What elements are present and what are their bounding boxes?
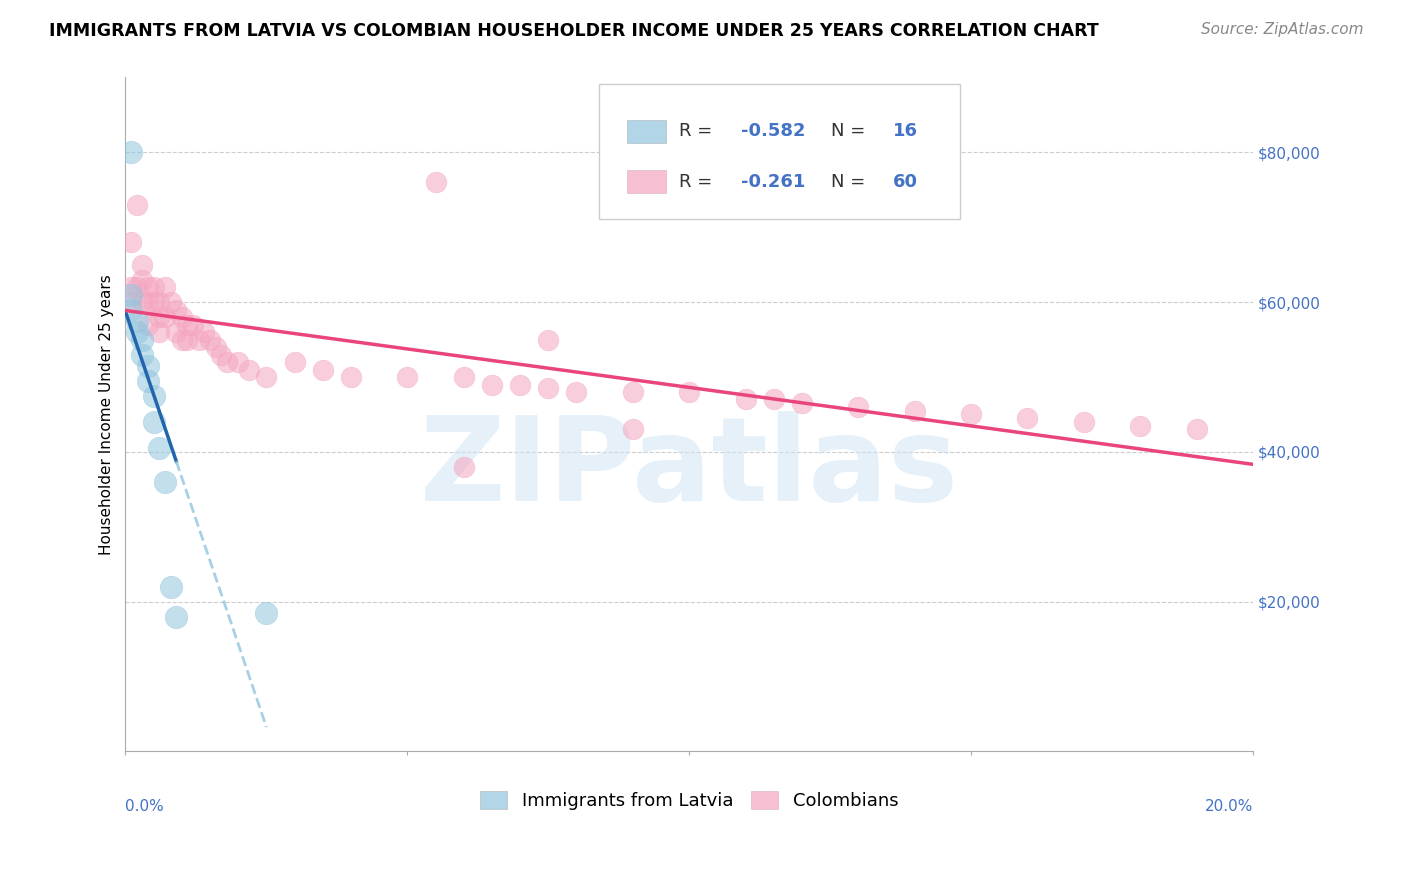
Point [142,415,165,429]
Point [904,403,927,417]
Point [165,609,187,624]
Point [1129,418,1152,433]
Point [284,355,307,369]
Point [790,396,813,410]
Point [148,441,170,455]
Point [176,318,198,332]
Point [453,370,475,384]
Point [621,422,644,436]
Text: N =: N = [831,173,872,191]
Legend: Immigrants from Latvia, Colombians: Immigrants from Latvia, Colombians [479,790,898,810]
Point [142,280,165,294]
Text: Source: ZipAtlas.com: Source: ZipAtlas.com [1201,22,1364,37]
Point [153,475,176,489]
Point [254,370,277,384]
FancyBboxPatch shape [599,84,960,219]
FancyBboxPatch shape [627,170,665,194]
Text: 16: 16 [893,122,918,140]
Text: 0.0%: 0.0% [125,798,165,814]
Point [396,370,419,384]
Point [537,381,560,395]
Point [131,258,153,272]
Point [165,325,187,339]
Point [453,459,475,474]
Point [621,384,644,399]
Point [425,175,447,189]
Point [209,347,232,361]
Text: -0.261: -0.261 [741,173,806,191]
Text: N =: N = [831,122,872,140]
Point [181,318,204,332]
Point [312,362,335,376]
Text: ZIPatlas: ZIPatlas [419,411,959,526]
Point [509,377,531,392]
Point [125,198,148,212]
Point [254,606,277,620]
Point [170,333,193,347]
Point [131,333,153,347]
Point [193,325,215,339]
Text: R =: R = [679,122,718,140]
Point [148,295,170,310]
Text: 20.0%: 20.0% [1205,798,1253,814]
Point [142,295,165,310]
Point [734,392,756,407]
Point [187,333,209,347]
Text: 60: 60 [893,173,918,191]
Point [170,310,193,324]
FancyBboxPatch shape [627,120,665,143]
Point [565,384,588,399]
Point [846,400,869,414]
Point [136,374,159,388]
Point [762,392,785,407]
Point [136,359,159,373]
Point [142,389,165,403]
Point [120,280,142,294]
Point [120,295,142,310]
Point [159,580,181,594]
Point [340,370,363,384]
Point [125,314,148,328]
Point [131,295,153,310]
Point [204,340,226,354]
Point [120,145,142,160]
Point [165,302,187,317]
Point [198,333,221,347]
Point [120,287,142,301]
Point [125,280,148,294]
Point [1073,415,1095,429]
Point [960,408,983,422]
Point [238,362,260,376]
Point [120,235,142,250]
Point [678,384,700,399]
Point [136,318,159,332]
Point [215,355,238,369]
Point [481,377,503,392]
Point [131,273,153,287]
Point [1017,411,1039,425]
Y-axis label: Householder Income Under 25 years: Householder Income Under 25 years [100,274,114,555]
Text: IMMIGRANTS FROM LATVIA VS COLOMBIAN HOUSEHOLDER INCOME UNDER 25 YEARS CORRELATIO: IMMIGRANTS FROM LATVIA VS COLOMBIAN HOUS… [49,22,1099,40]
Point [153,280,176,294]
Point [1185,422,1208,436]
Text: R =: R = [679,173,718,191]
Text: -0.582: -0.582 [741,122,806,140]
Point [537,333,560,347]
Point [136,295,159,310]
Point [148,325,170,339]
Point [153,310,176,324]
Point [136,280,159,294]
Point [148,310,170,324]
Point [125,325,148,339]
Point [176,333,198,347]
Point [131,347,153,361]
Point [226,355,249,369]
Point [159,295,181,310]
Point [120,302,142,317]
